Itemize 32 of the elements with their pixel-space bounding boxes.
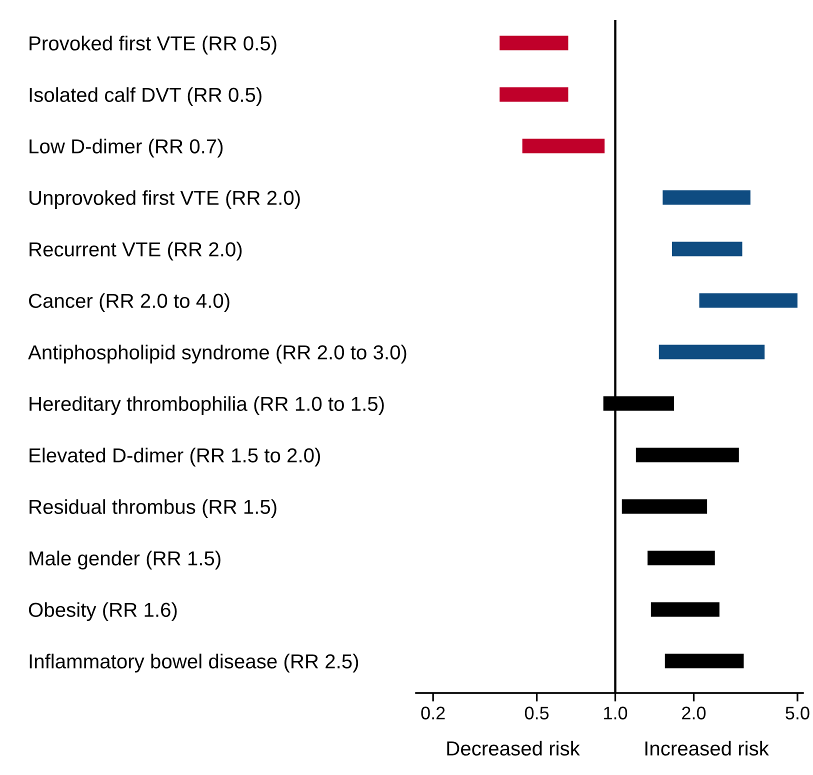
bar [658,344,765,360]
x-tick-label: 0.2 [421,706,445,720]
text: Decreased risk [447,740,580,756]
bar [622,499,708,514]
y-tick-label: Residual thrombus (RR 1.5) [30,499,276,518]
y-tick-label: Inflammatory bowel disease (RR 2.5) [30,654,358,672]
bar [672,242,742,256]
x-tick-label: 5.0 [786,706,810,720]
bar [636,448,739,462]
bar [648,550,715,566]
bar [662,190,750,205]
y-tick-label: Low D-dimer (RR 0.7) [30,138,223,158]
x-tick-label: 1.0 [604,706,628,720]
y-tick-label: Unprovoked first VTE (RR 2.0) [30,190,300,209]
y-tick-label: Obesity (RR 1.6) [28,602,177,621]
bar [500,87,568,102]
y-tick-label: Isolated calf DVT (RR 0.5) [30,87,262,106]
y-tick-label: Elevated D-dimer (RR 1.5 to 2.0) [30,448,320,466]
bar [522,138,605,154]
x-tick-label: 2.0 [682,706,706,720]
text: Increased risk [645,740,769,756]
bar [664,654,744,668]
bar [650,602,720,617]
y-tick-label: Recurrent VTE (RR 2.0) [30,242,242,260]
y-tick-label: Male gender (RR 1.5) [30,550,220,570]
bar [699,293,798,308]
y-tick-label: Cancer (RR 2.0 to 4.0) [29,293,230,312]
y-tick-label: Provoked first VTE (RR 0.5) [30,36,276,54]
y-tick-label: Hereditary thrombophilia (RR 1.0 to 1.5) [30,396,384,415]
bar [500,36,568,50]
y-tick-label: Antiphospholipid syndrome (RR 2.0 to 3.0) [28,344,406,364]
x-tick-label: 0.5 [524,706,549,720]
